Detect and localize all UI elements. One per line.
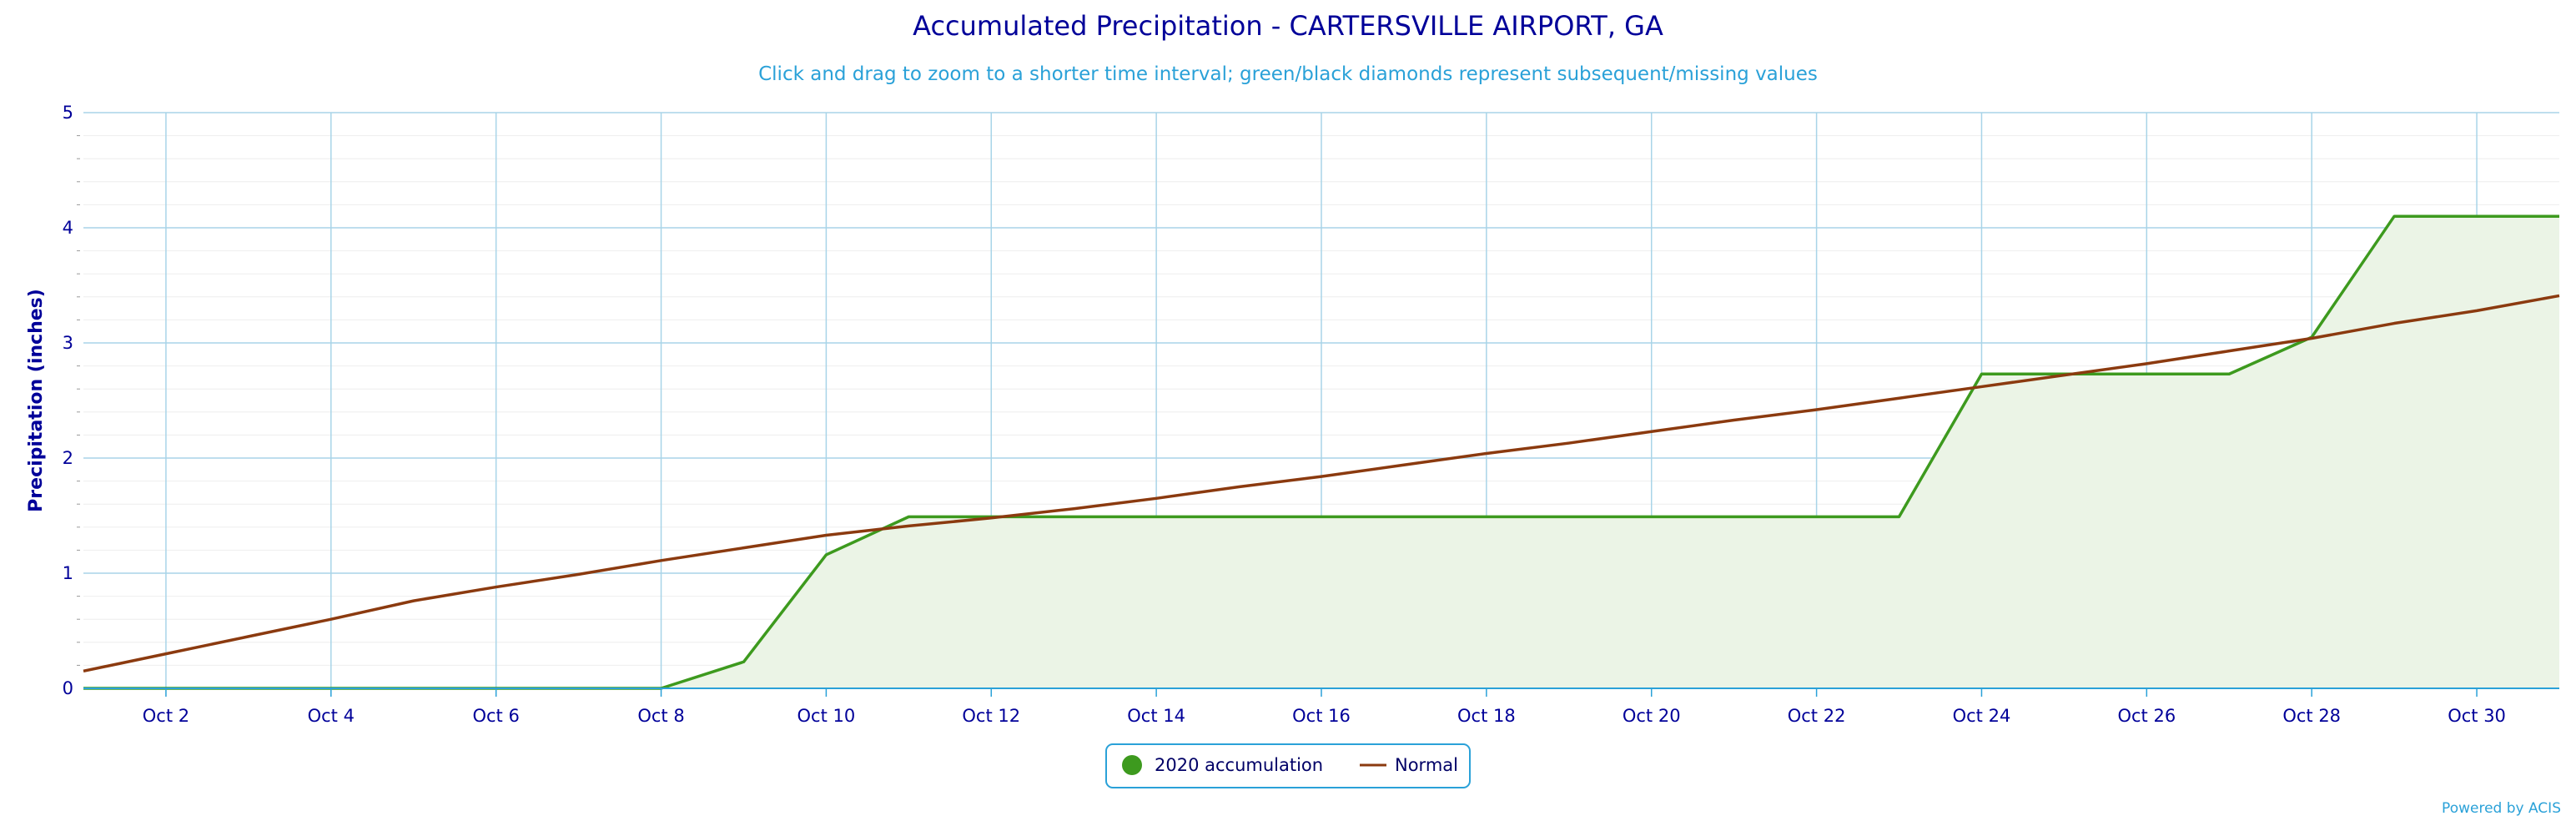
series-area [83,216,2559,688]
x-tick-label: Oct 12 [962,706,1020,726]
x-tick-label: Oct 28 [2282,706,2341,726]
x-tick-label: Oct 2 [143,706,189,726]
legend-marker-circle [1122,755,1142,775]
legend-item-normal[interactable]: Normal [1360,755,1458,775]
y-tick-label: 5 [63,103,73,123]
x-tick-label: Oct 26 [2117,706,2176,726]
x-tick-label: Oct 4 [308,706,355,726]
legend-item-2020-accumulation[interactable]: 2020 accumulation [1122,755,1323,775]
x-tick-label: Oct 6 [472,706,519,726]
axes [77,135,2559,697]
y-tick-label: 0 [63,678,73,698]
x-tick-label: Oct 30 [2448,706,2506,726]
legend-label-normal: Normal [1395,755,1458,775]
chart-subtitle: Click and drag to zoom to a shorter time… [758,63,1818,85]
y-tick-label: 1 [63,563,73,583]
x-tick-label: Oct 16 [1292,706,1351,726]
legend-box [1105,743,1471,788]
y-axis-label: Precipitation (inches) [26,289,47,512]
x-tick-label: Oct 24 [1953,706,2011,726]
legend-label-2020-accumulation: 2020 accumulation [1155,755,1323,775]
x-tick-label: Oct 18 [1457,706,1516,726]
series-area-2020-accumulation [83,216,2559,688]
x-tick-label: Oct 20 [1623,706,1681,726]
x-tick-label: Oct 10 [797,706,856,726]
chart-title: Accumulated Precipitation - CARTERSVILLE… [913,10,1663,42]
legend[interactable]: 2020 accumulation Normal [1105,743,1471,788]
series-line-normal[interactable] [83,294,2560,673]
tick-labels: 0 1 2 3 4 5 Oct 2 Oct 4 Oct 6 Oct 8 Oct 10 Oct 12 Oc… [63,103,2506,726]
x-tick-label: Oct 22 [1788,706,1846,726]
y-tick-label: 4 [63,218,73,238]
y-tick-label: 3 [63,333,73,353]
x-tick-label: Oct 14 [1127,706,1185,726]
y-tick-label: 2 [63,448,73,468]
x-tick-label: Oct 8 [637,706,684,726]
credit-link[interactable]: Powered by ACIS [2442,800,2561,817]
